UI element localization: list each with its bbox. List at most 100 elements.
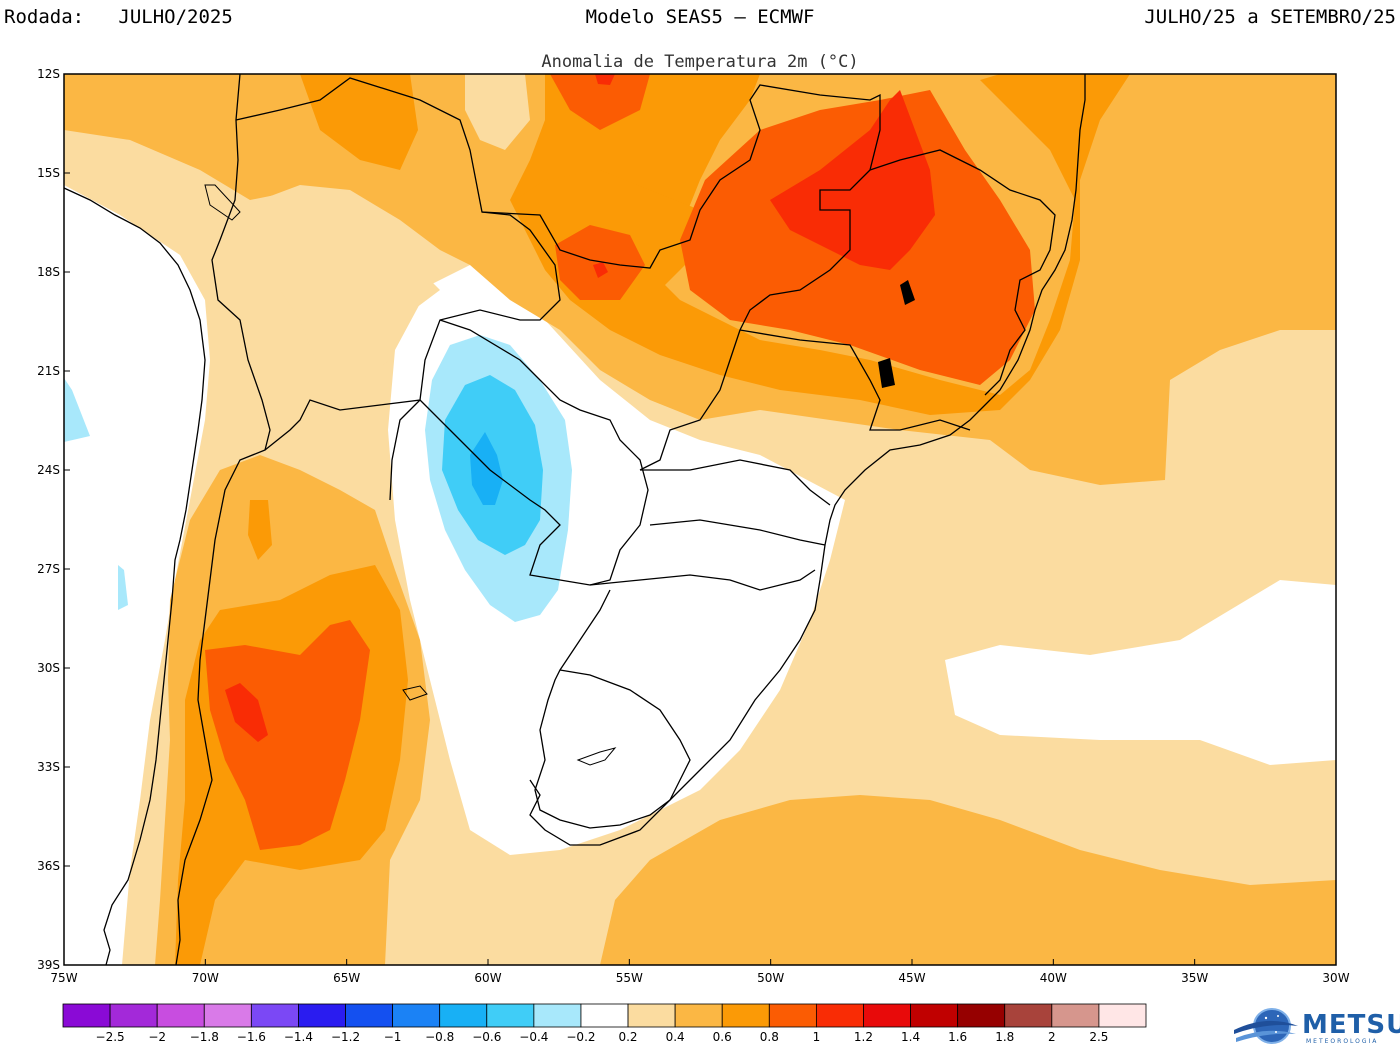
- lon-tick-label: 35W: [1181, 971, 1208, 985]
- state-border-south: [640, 459, 831, 506]
- chile-argentina-border: [175, 74, 271, 965]
- colorbar-label: 2: [1048, 1030, 1056, 1044]
- anomaly-zone-1.0-1.2-core: [770, 90, 935, 270]
- map-frame: [63, 73, 1337, 966]
- period-label: JULHO/25 a SETEMBRO/25: [1144, 6, 1396, 28]
- lat-tick-label: 33S: [37, 760, 60, 774]
- globe-swoosh-icon: [1234, 1008, 1298, 1044]
- anomaly-zone-1.0-1.2-south-core: [225, 683, 268, 742]
- colorbar-label: −1.8: [190, 1030, 219, 1044]
- lake-mirim: [576, 747, 617, 766]
- uruguay-border: [534, 589, 691, 829]
- model-title: Modelo SEAS5 — ECMWF: [585, 6, 815, 28]
- anomaly-zone-negative-coast-south: [118, 565, 128, 610]
- anomaly-field: [64, 74, 1336, 965]
- anomaly-zone-0.6-0.8-north-center: [510, 74, 1130, 415]
- lon-tick-label: 45W: [898, 971, 925, 985]
- colorbar-swatch: [486, 1003, 535, 1028]
- lon-tick-label: 60W: [474, 971, 501, 985]
- anomaly-zone-negative-0.6: [470, 432, 503, 505]
- colorbar-label: 1.2: [854, 1030, 873, 1044]
- colorbar: −2.5 −2 −1.8 −1.6 −1.4 −1.2 −1 −0.8 −0.6 −0.4 −0.2…: [62, 1003, 1147, 1044]
- colorbar-label: −0.8: [425, 1030, 454, 1044]
- logo-name: METSUL: [1302, 1010, 1400, 1040]
- colorbar-swatch: [627, 1003, 676, 1028]
- colorbar-swatch: [580, 1003, 629, 1028]
- lat-tick-label: 36S: [37, 859, 60, 873]
- colorbar-swatch: [957, 1003, 1006, 1028]
- lon-tick-label: 30W: [1322, 971, 1349, 985]
- colorbar-label: −1.6: [237, 1030, 266, 1044]
- lon-tick-label: 65W: [333, 971, 360, 985]
- colorbar-label: −0.4: [519, 1030, 548, 1044]
- colorbar-label: −2.5: [96, 1030, 125, 1044]
- colorbar-label: 2.5: [1089, 1030, 1108, 1044]
- bolivia-border: [235, 77, 561, 451]
- colorbar-label: 0.2: [618, 1030, 637, 1044]
- lake-mar-chiquita: [402, 685, 428, 701]
- lon-tick-label: 40W: [1040, 971, 1067, 985]
- colorbar-swatch: [721, 1003, 770, 1028]
- lat-tick-label: 30S: [37, 661, 60, 675]
- colorbar-label: −1: [384, 1030, 402, 1044]
- colorbar-swatch: [1098, 1003, 1147, 1028]
- coastlines-and-borders: [64, 74, 1086, 965]
- lat-tick-label: 21S: [37, 364, 60, 378]
- colorbar-label: −2: [148, 1030, 166, 1044]
- reservoir-sao-francisco: [900, 280, 915, 305]
- colorbar-swatch: [533, 1003, 582, 1028]
- colorbar-swatch: [439, 1003, 488, 1028]
- anomaly-zone-0.8-1.0-south: [205, 620, 370, 850]
- colorbar-swatch: [298, 1003, 346, 1028]
- lake-titicaca: [204, 184, 241, 221]
- lon-tick-label: 50W: [757, 971, 784, 985]
- logo-subtitle: METEOROLOGIA: [1306, 1038, 1379, 1045]
- colorbar-label: −0.6: [472, 1030, 501, 1044]
- lon-tick-label: 70W: [192, 971, 219, 985]
- brazil-state-borders: [481, 84, 881, 471]
- lat-tick-label: 27S: [37, 562, 60, 576]
- colorbar-label: −1.4: [284, 1030, 313, 1044]
- east-coastline: [529, 74, 1086, 846]
- paraguay-border: [419, 319, 649, 586]
- anomaly-zone-0.4-0.6-southeast: [600, 795, 1336, 965]
- anomaly-zone-0.2-0.4-andes: [64, 130, 440, 380]
- colorbar-swatch: [156, 1003, 205, 1028]
- colorbar-label: −0.2: [566, 1030, 595, 1044]
- anomaly-zone-near-zero-pacific: [64, 185, 210, 965]
- anomaly-zone-1.0-1.2-west-dot: [593, 262, 608, 278]
- anomaly-zone-1.0-1.2-north-dot: [595, 74, 615, 85]
- anomaly-zone-0.8-1.0-west-center: [555, 225, 645, 300]
- anomaly-zone-0.2-0.4-west: [345, 258, 382, 315]
- anomaly-zone-near-zero-atlantic: [945, 580, 1336, 765]
- reservoir-parana: [878, 358, 895, 388]
- colorbar-swatch: [62, 1003, 111, 1028]
- anomaly-zone-negative-coast-north: [64, 378, 90, 442]
- lat-tick-label: 24S: [37, 463, 60, 477]
- axis-ticks: 75W 70W 65W 60W 55W 50W 45W 40W 35W 30W 12S 15S 18S 2…: [37, 67, 1350, 985]
- colorbar-swatch: [1004, 1003, 1053, 1028]
- colorbar-label: 0.6: [713, 1030, 732, 1044]
- colorbar-label: 1.6: [948, 1030, 967, 1044]
- colorbar-swatch: [674, 1003, 723, 1028]
- map-subtitle: Anomalia de Temperatura 2m (°C): [541, 52, 859, 72]
- colorbar-label: 0.8: [760, 1030, 779, 1044]
- argentina-interior-border: [389, 399, 421, 501]
- colorbar-swatch: [863, 1003, 911, 1028]
- run-label: Rodada: JULHO/2025: [4, 6, 233, 28]
- colorbar-swatch: [1051, 1003, 1100, 1028]
- lat-tick-label: 39S: [37, 958, 60, 972]
- west-coastline: [64, 187, 206, 965]
- state-border-rs: [589, 569, 816, 591]
- colorbar-swatch: [815, 1003, 864, 1028]
- metsul-logo: METSUL METEOROLOGIA: [1232, 1004, 1400, 1050]
- colorbar-label: 1: [813, 1030, 821, 1044]
- lon-tick-label: 75W: [50, 971, 77, 985]
- colorbar-swatch: [109, 1003, 158, 1028]
- anomaly-zone-0.6-0.8-andes-dot: [248, 500, 272, 560]
- colorbar-swatch: [250, 1003, 299, 1028]
- colorbar-swatch: [768, 1003, 817, 1028]
- colorbar-swatch: [392, 1003, 441, 1028]
- colorbar-label: 0.4: [666, 1030, 685, 1044]
